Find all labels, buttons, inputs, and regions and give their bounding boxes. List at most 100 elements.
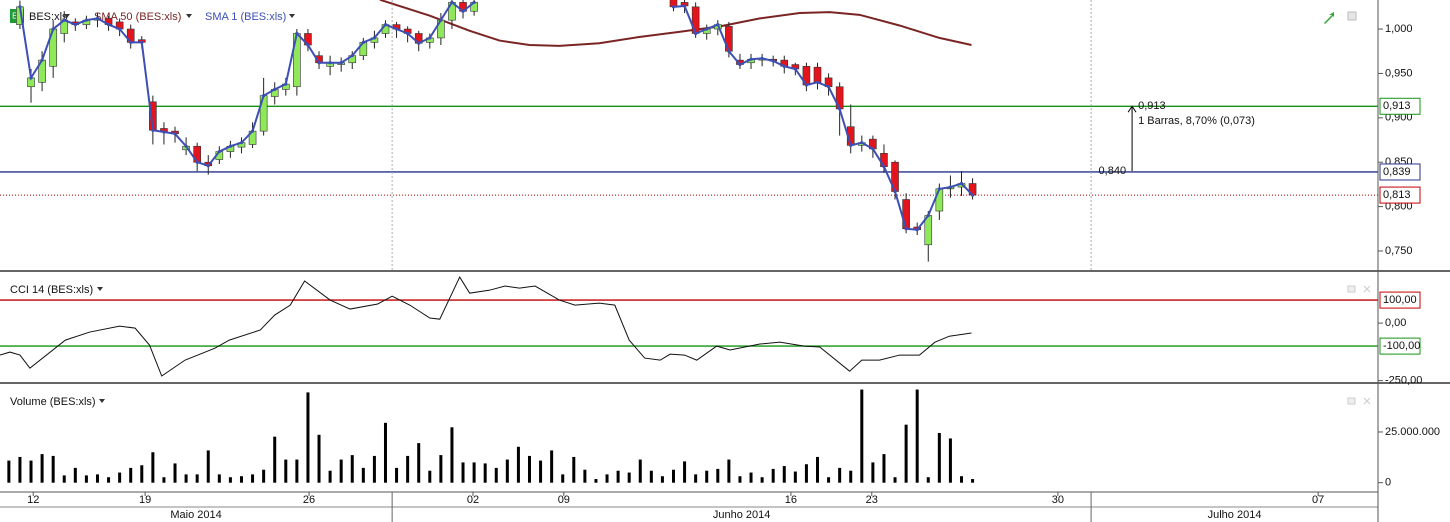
sma1-point bbox=[815, 80, 820, 84]
volume-bar bbox=[151, 452, 155, 483]
legend-volume[interactable]: Volume (BES:xls) bbox=[10, 396, 96, 408]
price-box bbox=[1379, 337, 1421, 355]
volume-bar bbox=[262, 469, 266, 483]
trend-icon[interactable] bbox=[1324, 12, 1334, 24]
sma1-point bbox=[926, 213, 930, 218]
x-tick-label: 19 bbox=[139, 494, 151, 506]
volume-bar bbox=[417, 443, 421, 483]
volume-bar bbox=[550, 450, 554, 483]
legend-sma1[interactable]: SMA 1 (BES:xls) bbox=[205, 11, 286, 23]
price-box bbox=[1379, 291, 1421, 309]
legend-sma50[interactable]: SMA 50 (BES:xls) bbox=[94, 11, 181, 23]
sma1-point bbox=[262, 94, 266, 98]
volume-bar bbox=[716, 468, 720, 483]
sma1-point bbox=[295, 31, 299, 36]
volume-bar bbox=[173, 463, 177, 483]
sma1-point bbox=[162, 130, 166, 134]
volume-bar bbox=[251, 474, 255, 483]
volume-bar bbox=[505, 459, 509, 483]
volume-bar bbox=[959, 476, 963, 483]
price-box bbox=[1379, 97, 1421, 115]
volume-bar bbox=[372, 455, 376, 483]
volume-bar bbox=[7, 460, 11, 483]
sma1-point bbox=[970, 193, 975, 197]
sma1-point bbox=[206, 164, 210, 168]
sma1-point bbox=[129, 40, 133, 44]
volume-bar bbox=[494, 467, 498, 483]
sma1-point bbox=[793, 67, 797, 71]
x-tick-label: 07 bbox=[1312, 494, 1324, 506]
volume-bar bbox=[893, 477, 897, 483]
volume-bar bbox=[40, 454, 44, 483]
price-box-label: -100,00 bbox=[1383, 340, 1420, 352]
price-box bbox=[1379, 163, 1421, 181]
volume-bar bbox=[406, 455, 410, 483]
y-tick-label: 0,00 bbox=[1385, 317, 1406, 329]
sma1-point bbox=[472, 0, 476, 4]
volume-bar bbox=[483, 463, 487, 483]
volume-bar bbox=[395, 467, 399, 483]
sma1-point bbox=[838, 107, 842, 111]
month-label: Junho 2014 bbox=[713, 509, 771, 521]
volume-bar bbox=[561, 474, 565, 483]
volume-bar bbox=[450, 427, 454, 483]
sma1-point bbox=[682, 4, 687, 8]
volume-bar bbox=[439, 455, 443, 483]
volume-bar bbox=[971, 479, 975, 483]
sma1-point bbox=[694, 31, 698, 36]
volume-bar bbox=[838, 467, 842, 483]
sma1-point bbox=[904, 227, 908, 231]
volume-bar bbox=[428, 470, 432, 483]
plot-area bbox=[7, 389, 975, 483]
volume-bar bbox=[350, 455, 354, 483]
sma1-point bbox=[372, 36, 377, 40]
y-tick-label: -250,00 bbox=[1385, 375, 1422, 387]
x-tick-label: 16 bbox=[785, 494, 797, 506]
sma1-point bbox=[428, 36, 432, 40]
volume-bar bbox=[804, 464, 808, 483]
volume-bar bbox=[295, 459, 299, 483]
sma1-point bbox=[860, 141, 864, 145]
volume-bar bbox=[660, 476, 664, 483]
volume-bar bbox=[95, 474, 99, 483]
sma1-point bbox=[782, 64, 786, 68]
volume-bar bbox=[904, 424, 908, 483]
sma1-point bbox=[849, 143, 853, 147]
sma1-point bbox=[716, 22, 720, 27]
volume-bar bbox=[461, 462, 465, 483]
volume-bar bbox=[915, 389, 919, 483]
sma1-point bbox=[140, 40, 144, 44]
sma1-point bbox=[361, 40, 365, 44]
volume-bar bbox=[605, 474, 609, 483]
volume-bar bbox=[306, 392, 310, 483]
y-tick-label: 0,750 bbox=[1385, 245, 1413, 257]
sma1-point bbox=[350, 54, 354, 58]
close-buttons[interactable] bbox=[1363, 285, 1371, 405]
volume-bar bbox=[73, 467, 77, 483]
volume-bar bbox=[383, 422, 387, 483]
volume-bar bbox=[649, 470, 653, 483]
price-box-label: 0,839 bbox=[1383, 166, 1411, 178]
sma1-point bbox=[959, 181, 964, 186]
legend-cci[interactable]: CCI 14 (BES:xls) bbox=[10, 284, 93, 296]
legend-symbol[interactable]: BES:xls bbox=[29, 11, 68, 23]
price-box-label: 0,913 bbox=[1383, 100, 1411, 112]
sma1-point bbox=[51, 27, 55, 31]
sma1-point bbox=[62, 18, 66, 22]
sma1-point bbox=[118, 27, 122, 31]
window-button[interactable] bbox=[1347, 397, 1356, 405]
sma1-point bbox=[284, 82, 288, 86]
volume-bar bbox=[184, 474, 188, 483]
x-tick-label: 26 bbox=[303, 494, 315, 506]
sma1-point bbox=[461, 9, 465, 13]
sma1-point bbox=[18, 5, 22, 9]
sma1-point bbox=[826, 85, 831, 89]
window-button[interactable] bbox=[1347, 11, 1357, 21]
sma1-point bbox=[871, 147, 875, 151]
window-button[interactable] bbox=[1347, 285, 1356, 293]
y-tick-label: 0,950 bbox=[1385, 67, 1413, 79]
month-label: Maio 2014 bbox=[170, 509, 221, 521]
volume-bar bbox=[217, 474, 221, 483]
measure-arrow bbox=[1127, 105, 1137, 113]
sma1-point bbox=[273, 87, 277, 92]
